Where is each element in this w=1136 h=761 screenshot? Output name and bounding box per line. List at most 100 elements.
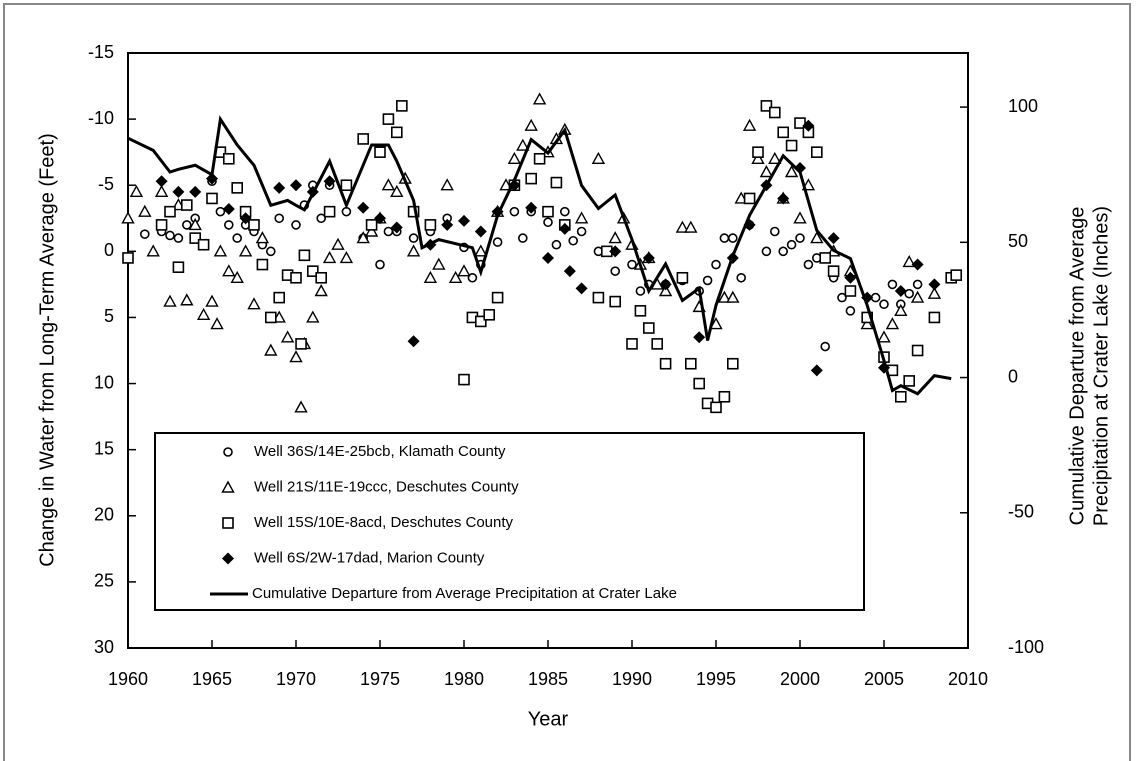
data-point bbox=[928, 278, 941, 291]
data-point bbox=[810, 146, 823, 158]
data-point bbox=[736, 272, 747, 283]
data-point bbox=[206, 192, 218, 205]
data-point bbox=[474, 225, 487, 238]
data-point bbox=[155, 175, 168, 188]
data-point bbox=[223, 152, 235, 165]
data-point bbox=[642, 251, 655, 264]
data-point bbox=[693, 331, 706, 344]
data-point bbox=[568, 235, 579, 246]
x-tick-label: 1985 bbox=[528, 669, 568, 689]
data-point bbox=[610, 266, 621, 276]
y-tick-label: 25 bbox=[94, 571, 114, 591]
data-point bbox=[778, 246, 789, 257]
data-point bbox=[295, 338, 307, 350]
data-point bbox=[381, 178, 396, 191]
data-point bbox=[563, 265, 576, 278]
data-point bbox=[182, 220, 192, 230]
x-tick-label: 1980 bbox=[444, 669, 484, 689]
data-point bbox=[224, 220, 234, 230]
data-point bbox=[845, 306, 856, 316]
data-point bbox=[844, 285, 857, 297]
data-point bbox=[927, 286, 942, 299]
data-point bbox=[902, 254, 916, 268]
data-point bbox=[759, 165, 774, 178]
data-point bbox=[315, 271, 328, 284]
legend-marker bbox=[223, 447, 233, 457]
data-point bbox=[827, 232, 840, 245]
y-tick-label: 5 bbox=[104, 306, 114, 326]
data-point bbox=[803, 259, 814, 270]
data-point bbox=[248, 219, 260, 231]
data-point bbox=[543, 217, 553, 228]
data-point bbox=[331, 237, 345, 250]
legend bbox=[154, 432, 865, 611]
data-point bbox=[375, 259, 385, 270]
y2-tick-label: 50 bbox=[1008, 231, 1028, 251]
y-tick-label: 10 bbox=[94, 372, 114, 392]
y2-tick-label: -100 bbox=[1008, 637, 1044, 657]
data-point bbox=[903, 375, 916, 387]
data-point bbox=[491, 291, 504, 304]
x-tick-label: 1960 bbox=[108, 669, 148, 689]
data-point bbox=[675, 220, 690, 233]
data-point bbox=[844, 271, 857, 284]
data-point bbox=[390, 184, 404, 198]
data-point bbox=[887, 279, 898, 290]
data-point bbox=[390, 221, 403, 234]
data-point bbox=[693, 377, 706, 390]
data-point bbox=[383, 226, 394, 237]
x-tick-label: 1965 bbox=[192, 669, 232, 689]
data-point bbox=[517, 233, 528, 243]
y-tick-label: 20 bbox=[94, 505, 114, 525]
data-point bbox=[558, 222, 571, 235]
data-point bbox=[575, 282, 588, 295]
data-point bbox=[627, 259, 637, 270]
data-point bbox=[172, 261, 185, 274]
data-point bbox=[768, 151, 782, 164]
data-point bbox=[374, 146, 386, 158]
legend-label: Well 21S/11E-19ccc, Deschutes County bbox=[254, 478, 519, 495]
data-point bbox=[323, 175, 336, 188]
data-point bbox=[155, 219, 168, 231]
data-point bbox=[751, 151, 765, 164]
data-point bbox=[357, 201, 370, 214]
legend-label: Well 15S/10E-8acd, Deschutes County bbox=[254, 514, 514, 531]
data-point bbox=[357, 133, 370, 145]
data-point bbox=[608, 231, 622, 244]
data-point bbox=[291, 220, 301, 230]
data-point bbox=[508, 179, 521, 192]
data-point bbox=[609, 295, 622, 308]
data-point bbox=[129, 184, 144, 198]
data-point bbox=[273, 291, 286, 304]
y-axis-label: Change in Water from Long-Term Average (… bbox=[36, 133, 58, 567]
legend-label: Well 6S/2W-17dad, Marion County bbox=[254, 549, 485, 566]
data-point bbox=[802, 119, 815, 132]
data-point bbox=[742, 118, 757, 131]
data-point bbox=[860, 317, 874, 330]
data-point bbox=[441, 218, 454, 231]
data-point bbox=[340, 179, 353, 192]
data-point bbox=[189, 185, 202, 198]
data-point bbox=[390, 126, 403, 139]
data-point bbox=[172, 185, 185, 198]
y-tick-label: -10 bbox=[88, 108, 114, 128]
data-point bbox=[777, 192, 790, 205]
data-point bbox=[626, 338, 638, 350]
y-tick-label: -5 bbox=[98, 174, 114, 194]
x-tick-label: 1995 bbox=[696, 669, 736, 689]
data-point bbox=[658, 284, 673, 297]
data-point bbox=[264, 311, 277, 324]
data-point bbox=[290, 271, 302, 284]
y2-tick-label: 0 bbox=[1008, 366, 1018, 386]
y-tick-label: 30 bbox=[94, 637, 114, 657]
data-point bbox=[950, 269, 963, 281]
data-point bbox=[516, 138, 530, 151]
data-point bbox=[274, 213, 285, 224]
data-point bbox=[230, 270, 244, 283]
data-point bbox=[820, 341, 831, 352]
data-point bbox=[794, 117, 806, 129]
y-tick-label: 15 bbox=[94, 438, 114, 458]
data-point bbox=[406, 244, 421, 257]
y2-tick-label: 100 bbox=[1008, 96, 1038, 116]
data-line bbox=[127, 115, 952, 396]
